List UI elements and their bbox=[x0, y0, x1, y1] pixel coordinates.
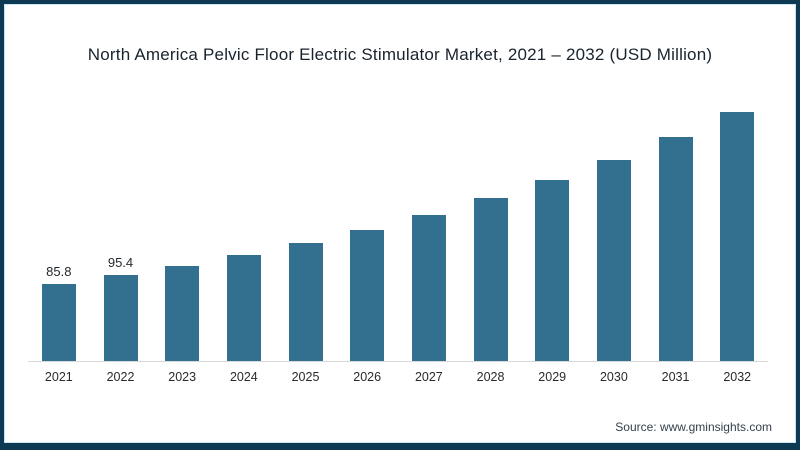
x-axis-label-2027: 2027 bbox=[414, 370, 443, 384]
bar-slot-2023 bbox=[151, 265, 213, 362]
bar-slot-2032 bbox=[706, 111, 768, 362]
x-axis-label-2030: 2030 bbox=[599, 370, 628, 384]
source-attribution: Source: www.gminsights.com bbox=[615, 420, 772, 434]
bar-slot-2025 bbox=[275, 243, 337, 362]
bar-slot-2021: 85.8 bbox=[28, 264, 90, 362]
bar-2029 bbox=[535, 180, 570, 362]
x-axis-line bbox=[28, 361, 768, 362]
bar-value-label-2022: 95.4 bbox=[107, 255, 134, 271]
bar-slot-2024 bbox=[213, 254, 275, 362]
x-axis-labels: 2021 2022 2023 2024 2025 2026 2027 2028 2029 2030… bbox=[28, 370, 768, 384]
bar-2024 bbox=[226, 254, 261, 362]
bar-slot-2027 bbox=[398, 214, 460, 362]
bar-slot-2030 bbox=[583, 159, 645, 362]
x-axis-label-2028: 2028 bbox=[476, 370, 505, 384]
bar-2021 bbox=[41, 284, 76, 362]
x-axis-label-2022: 2022 bbox=[106, 370, 135, 384]
bar-slot-2029 bbox=[521, 180, 583, 362]
bar-value-label-2021: 85.8 bbox=[46, 264, 72, 280]
x-axis-label-2021: 2021 bbox=[44, 370, 73, 384]
bar-2022 bbox=[103, 275, 138, 362]
x-axis-label-2031: 2031 bbox=[661, 370, 690, 384]
bar-2027 bbox=[411, 214, 446, 362]
x-axis-label-2032: 2032 bbox=[723, 370, 752, 384]
bars-container: 85.8 95.4 bbox=[28, 111, 768, 362]
bar-2030 bbox=[596, 159, 631, 362]
bar-slot-2022: 95.4 bbox=[90, 255, 152, 362]
bar-2025 bbox=[288, 243, 323, 362]
bar-slot-2026 bbox=[336, 229, 398, 362]
bar-2031 bbox=[658, 137, 693, 362]
bar-2032 bbox=[720, 111, 755, 362]
bar-chart-plot: 85.8 95.4 2021 2022 2023 2024 2025 2026 2027 202… bbox=[28, 94, 768, 384]
x-axis-label-2024: 2024 bbox=[229, 370, 258, 384]
x-axis-label-2026: 2026 bbox=[353, 370, 382, 384]
x-axis-label-2029: 2029 bbox=[538, 370, 567, 384]
bar-2023 bbox=[165, 265, 200, 362]
x-axis-label-2025: 2025 bbox=[291, 370, 320, 384]
chart-title: North America Pelvic Floor Electric Stim… bbox=[87, 45, 713, 64]
bar-slot-2031 bbox=[645, 137, 707, 362]
bar-2028 bbox=[473, 198, 508, 362]
bar-slot-2028 bbox=[460, 198, 522, 362]
bar-2026 bbox=[350, 229, 385, 362]
x-axis-label-2023: 2023 bbox=[168, 370, 197, 384]
